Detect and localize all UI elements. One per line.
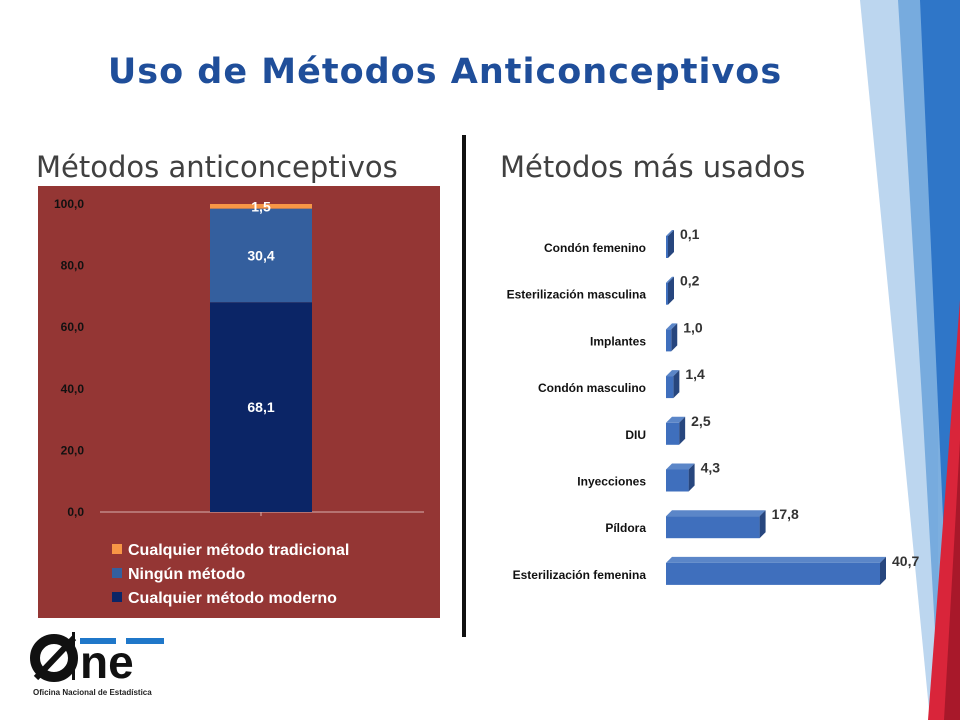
bar-side bbox=[688, 463, 695, 492]
category-label: Condón masculino bbox=[538, 381, 646, 395]
category-label: Esterilización femenina bbox=[513, 568, 647, 582]
bar-side bbox=[880, 556, 886, 585]
legend-swatch bbox=[112, 544, 122, 554]
data-label: 40,7 bbox=[892, 553, 919, 569]
bar-side bbox=[673, 370, 680, 399]
y-tick-label: 60,0 bbox=[61, 320, 85, 334]
bar bbox=[666, 282, 668, 305]
data-label: 17,8 bbox=[772, 506, 799, 522]
bar-segment bbox=[210, 302, 312, 512]
bar-top bbox=[666, 323, 678, 330]
data-label: 1,5 bbox=[251, 198, 271, 214]
y-tick-label: 20,0 bbox=[61, 443, 85, 457]
category-label: Esterilización masculina bbox=[507, 288, 647, 302]
right-subtitle: Métodos más usados bbox=[500, 150, 806, 184]
category-label: Píldora bbox=[605, 521, 646, 535]
bar bbox=[666, 469, 689, 492]
svg-text:ne: ne bbox=[80, 636, 134, 688]
bar bbox=[666, 562, 880, 585]
data-label: 68,1 bbox=[247, 399, 274, 415]
bar-top bbox=[666, 276, 674, 283]
legend-swatch bbox=[112, 568, 122, 578]
bar-top bbox=[666, 370, 680, 377]
data-label: 0,2 bbox=[680, 273, 700, 289]
legend-label: Cualquier método moderno bbox=[128, 590, 337, 607]
y-tick-label: 40,0 bbox=[61, 382, 85, 396]
bar-top bbox=[666, 230, 674, 236]
bar-side bbox=[671, 323, 678, 352]
category-label: DIU bbox=[625, 428, 646, 442]
bar bbox=[666, 376, 674, 399]
category-label: Implantes bbox=[590, 334, 646, 348]
bar-top bbox=[666, 463, 695, 470]
data-label: 2,5 bbox=[691, 413, 711, 429]
left-subtitle: Métodos anticonceptivos bbox=[36, 150, 398, 184]
bar bbox=[666, 236, 668, 258]
category-label: Inyecciones bbox=[577, 475, 646, 489]
bar-side bbox=[679, 416, 686, 445]
bar-top bbox=[666, 510, 766, 517]
data-label: 1,0 bbox=[683, 319, 703, 335]
bar-top bbox=[666, 556, 886, 563]
bar-top bbox=[666, 416, 686, 423]
horizontal-bar-chart: Condón femenino 0,1 Esterilización masculi… bbox=[507, 226, 919, 585]
data-label: 4,3 bbox=[701, 460, 721, 476]
legend-label: Ningún método bbox=[128, 566, 246, 583]
legend-label: Cualquier método tradicional bbox=[128, 542, 349, 559]
data-label: 0,1 bbox=[680, 226, 700, 242]
bar-side bbox=[759, 510, 766, 539]
one-logo: ne bbox=[30, 628, 200, 688]
divider bbox=[462, 135, 466, 637]
bar bbox=[666, 422, 680, 445]
bar-side bbox=[668, 276, 674, 305]
bar bbox=[666, 516, 760, 539]
bar-segment bbox=[210, 204, 312, 209]
decorative-stripes bbox=[860, 0, 960, 720]
logo-caption: Oficina Nacional de Estadística bbox=[33, 688, 152, 697]
bar bbox=[666, 329, 672, 352]
bar-segment bbox=[210, 208, 312, 303]
y-tick-label: 100,0 bbox=[54, 197, 84, 211]
category-label: Condón femenino bbox=[544, 241, 646, 255]
y-tick-label: 80,0 bbox=[61, 259, 85, 273]
page-title: Uso de Métodos Anticonceptivos bbox=[107, 52, 783, 92]
stacked-bar-chart: 0,0 20,0 40,0 60,0 80,0 100,0 68,1 30,4 1,5 Cualq… bbox=[38, 186, 440, 618]
legend-swatch bbox=[112, 592, 122, 602]
bar-side bbox=[668, 230, 674, 258]
data-label: 1,4 bbox=[685, 366, 705, 382]
data-label: 30,4 bbox=[247, 247, 274, 263]
y-tick-label: 0,0 bbox=[67, 505, 84, 519]
